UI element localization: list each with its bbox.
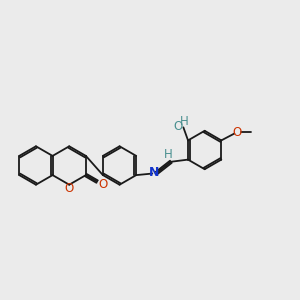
Text: O: O	[98, 178, 107, 190]
Text: O: O	[64, 182, 74, 195]
Text: H: H	[164, 148, 172, 160]
Text: O: O	[233, 125, 242, 139]
Text: N: N	[149, 167, 160, 179]
Text: O: O	[173, 120, 182, 133]
Text: H: H	[180, 115, 188, 128]
